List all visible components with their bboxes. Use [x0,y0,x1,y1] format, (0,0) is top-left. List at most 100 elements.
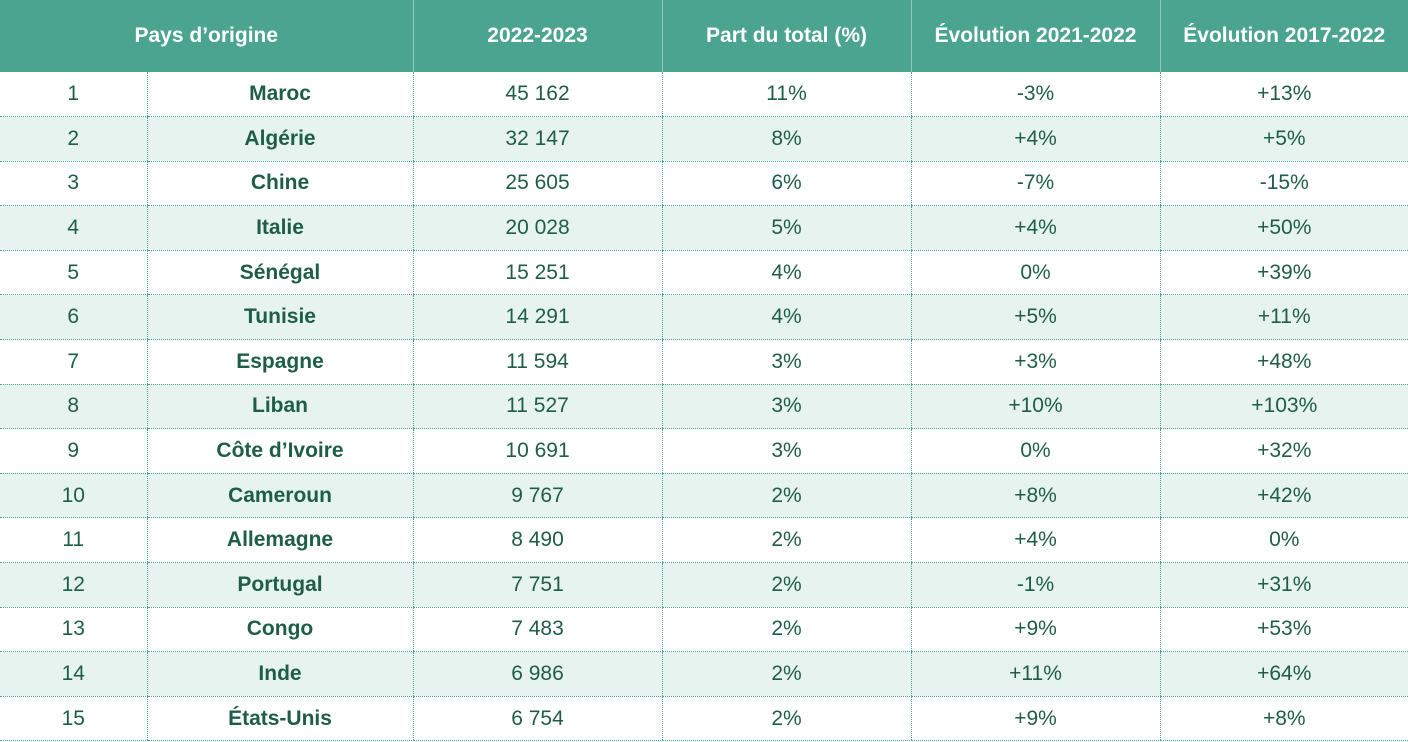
cell-evo-short: +9% [910,696,1161,742]
cell-country: Portugal [146,562,414,608]
cell-value: 25 605 [412,161,663,207]
cell-share: 4% [661,250,912,296]
cell-share: 4% [661,294,912,341]
cell-evo-long: +13% [1159,72,1408,118]
cell-evo-short: +11% [910,651,1161,697]
cell-share: 2% [661,696,912,742]
table-header: Pays d’origine 2022-2023 Part du total (… [0,0,1408,72]
header-evo-long: Évolution 2017-2022 [1159,0,1408,72]
table-row: 9 Côte d’Ivoire 10 691 3% 0% +32% [0,428,1408,474]
cell-country: Espagne [146,339,414,385]
cell-country: Italie [146,205,414,251]
cell-value: 11 594 [412,339,663,385]
cell-value: 15 251 [412,250,663,296]
cell-value: 10 691 [412,428,663,474]
cell-country: États-Unis [146,696,414,742]
cell-value: 7 751 [412,562,663,608]
cell-rank: 12 [0,562,147,608]
cell-rank: 3 [0,161,147,207]
cell-evo-long: +42% [1159,473,1408,519]
cell-share: 2% [661,607,912,653]
cell-evo-long: +5% [1159,116,1408,162]
header-evo-short: Évolution 2021-2022 [910,0,1161,72]
table-row: 10 Cameroun 9 767 2% +8% +42% [0,473,1408,519]
cell-country: Cameroun [146,473,414,519]
cell-value: 14 291 [412,294,663,341]
cell-share: 6% [661,161,912,207]
cell-country: Inde [146,651,414,697]
table-row: 8 Liban 11 527 3% +10% +103% [0,384,1408,430]
cell-country: Liban [146,384,414,430]
cell-evo-long: +64% [1159,651,1408,697]
cell-share: 11% [661,72,912,118]
cell-country: Tunisie [146,294,414,341]
cell-share: 2% [661,562,912,608]
cell-share: 3% [661,428,912,474]
cell-country: Maroc [146,72,414,118]
cell-rank: 10 [0,473,147,519]
table-row: 1 Maroc 45 162 11% -3% +13% [0,72,1408,118]
cell-evo-short: 0% [910,428,1161,474]
cell-evo-short: 0% [910,250,1161,296]
table-row: 11 Allemagne 8 490 2% +4% 0% [0,517,1408,564]
cell-country: Chine [146,161,414,207]
cell-evo-long: +8% [1159,696,1408,742]
cell-country: Allemagne [146,517,414,564]
cell-rank: 4 [0,205,147,251]
cell-value: 45 162 [412,72,663,118]
cell-value: 11 527 [412,384,663,430]
header-row: Pays d’origine 2022-2023 Part du total (… [0,0,1408,72]
cell-country: Algérie [146,116,414,162]
cell-evo-long: -15% [1159,161,1408,207]
cell-rank: 1 [0,72,147,118]
cell-evo-long: +103% [1159,384,1408,430]
cell-rank: 9 [0,428,147,474]
cell-evo-short: -1% [910,562,1161,608]
cell-share: 8% [661,116,912,162]
header-value: 2022-2023 [412,0,663,72]
cell-rank: 15 [0,696,147,742]
cell-share: 5% [661,205,912,251]
cell-evo-short: +4% [910,205,1161,251]
table-row: 5 Sénégal 15 251 4% 0% +39% [0,250,1408,296]
cell-evo-short: +9% [910,607,1161,653]
cell-evo-short: -7% [910,161,1161,207]
cell-evo-long: 0% [1159,517,1408,564]
cell-evo-short: +5% [910,294,1161,341]
cell-share: 3% [661,339,912,385]
cell-country: Congo [146,607,414,653]
table-row: 4 Italie 20 028 5% +4% +50% [0,205,1408,251]
cell-evo-long: +48% [1159,339,1408,385]
cell-value: 20 028 [412,205,663,251]
header-share: Part du total (%) [661,0,912,72]
table-row: 3 Chine 25 605 6% -7% -15% [0,161,1408,207]
cell-evo-long: +39% [1159,250,1408,296]
table-row: 14 Inde 6 986 2% +11% +64% [0,651,1408,697]
cell-value: 8 490 [412,517,663,564]
cell-value: 6 754 [412,696,663,742]
cell-evo-long: +50% [1159,205,1408,251]
cell-rank: 5 [0,250,147,296]
table-row: 15 États-Unis 6 754 2% +9% +8% [0,696,1408,742]
header-country: Pays d’origine [0,0,414,72]
cell-share: 2% [661,517,912,564]
cell-rank: 2 [0,116,147,162]
cell-rank: 14 [0,651,147,697]
table-row: 7 Espagne 11 594 3% +3% +48% [0,339,1408,385]
cell-value: 7 483 [412,607,663,653]
cell-rank: 6 [0,294,147,341]
table-row: 13 Congo 7 483 2% +9% +53% [0,607,1408,653]
cell-value: 6 986 [412,651,663,697]
cell-country: Sénégal [146,250,414,296]
cell-evo-short: +8% [910,473,1161,519]
table-row: 6 Tunisie 14 291 4% +5% +11% [0,294,1408,341]
table-row: 12 Portugal 7 751 2% -1% +31% [0,562,1408,608]
cell-evo-long: +11% [1159,294,1408,341]
cell-value: 32 147 [412,116,663,162]
cell-value: 9 767 [412,473,663,519]
cell-evo-long: +31% [1159,562,1408,608]
cell-evo-short: +3% [910,339,1161,385]
cell-share: 2% [661,473,912,519]
cell-evo-long: +53% [1159,607,1408,653]
